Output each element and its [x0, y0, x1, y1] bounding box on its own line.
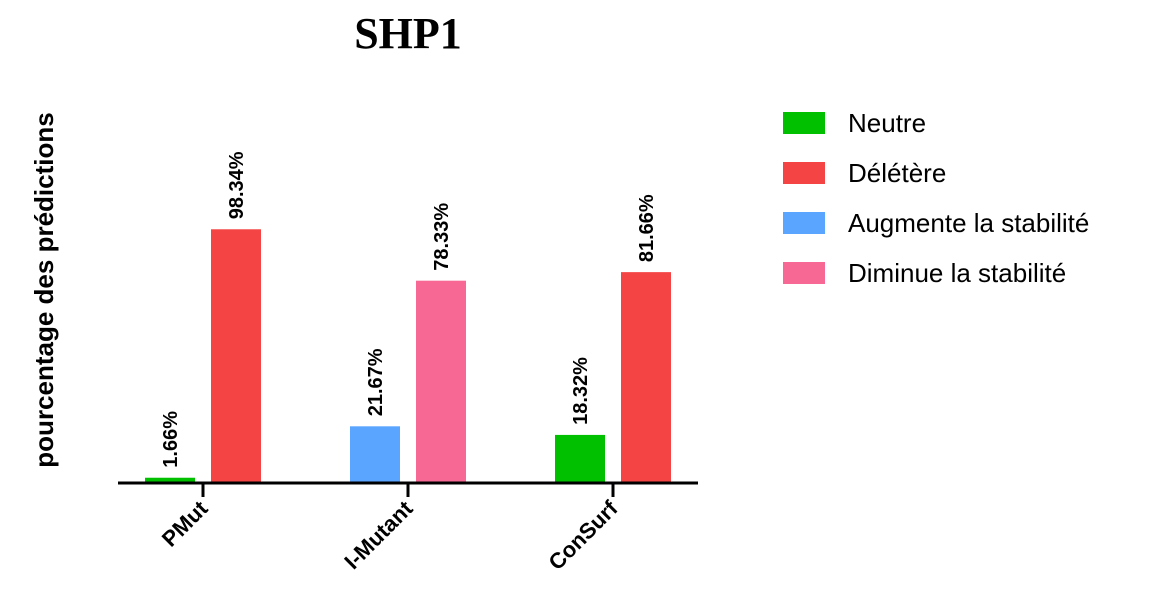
legend-label: Diminue la stabilité [848, 258, 1066, 288]
x-tick-label: I-Mutant [339, 495, 418, 574]
legend-label: Neutre [848, 108, 926, 138]
data-label: 81.66% [636, 194, 658, 262]
legend-swatch [783, 112, 825, 134]
data-label: 98.34% [226, 151, 248, 219]
data-label: 78.33% [431, 203, 453, 271]
legend-label: Délétère [848, 158, 946, 188]
x-tick-label: ConSurf [544, 495, 624, 575]
y-axis-label: pourcentage des prédictions [29, 112, 59, 467]
legend-label: Augmente la stabilité [848, 208, 1089, 238]
data-label: 21.67% [365, 348, 387, 416]
data-label: 1.66% [160, 411, 182, 468]
legend-swatch [783, 262, 825, 284]
bar [350, 426, 400, 482]
chart-title: SHP1 [354, 9, 462, 58]
x-tick-label: PMut [157, 495, 213, 551]
data-label: 18.32% [570, 357, 592, 425]
legend-swatch [783, 162, 825, 184]
bar [145, 477, 195, 482]
bar [621, 272, 671, 482]
legend-swatch [783, 212, 825, 234]
x-axis-ticks: PMut I-Mutant ConSurf [157, 483, 623, 575]
bars-group: 1.66% 98.34% 21.67% 78.33% 18.32% 81.66% [145, 151, 671, 482]
bar [555, 434, 605, 482]
legend: Neutre Délétère Augmente la stabilité Dimin… [783, 108, 1089, 288]
bar [211, 229, 261, 482]
bar [416, 280, 466, 482]
